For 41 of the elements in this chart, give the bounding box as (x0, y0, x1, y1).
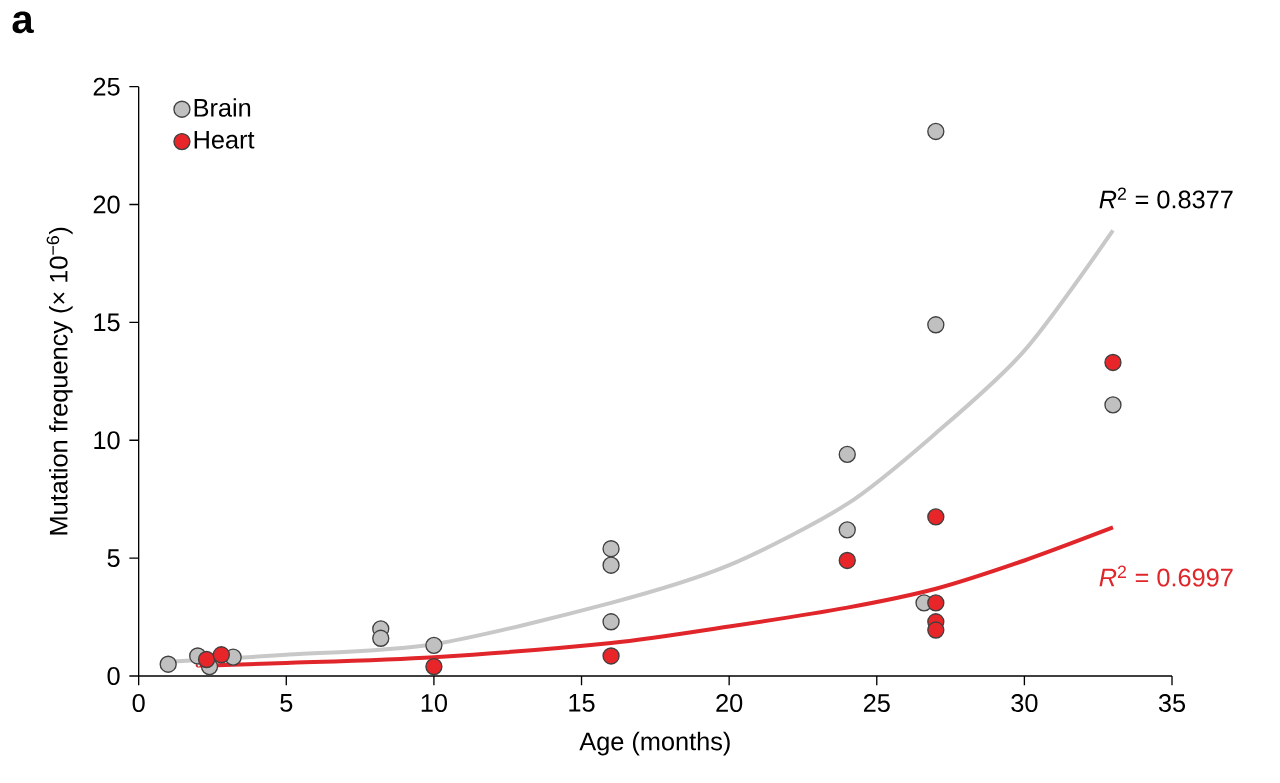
point (838, 551, 856, 570)
point (1104, 396, 1122, 414)
legend-label: Brain (194, 98, 251, 117)
x-tick-label: 35 (1158, 694, 1186, 713)
point (197, 650, 216, 669)
point (372, 629, 390, 648)
x-tick-label: 15 (569, 694, 595, 712)
y-tick-label: 15 (94, 313, 120, 332)
x-tick-label: 20 (716, 694, 743, 713)
point (927, 508, 945, 526)
x-tick-label: 30 (1011, 694, 1038, 713)
chart-title: a (12, 11, 34, 34)
point (602, 647, 620, 665)
point (927, 621, 945, 639)
point (1104, 353, 1122, 372)
point (838, 521, 856, 539)
y-axis-title: Mutation frequency (× 10$^{−6}$) (46, 227, 73, 535)
x-tick-label: 0 (132, 694, 145, 713)
point (927, 594, 945, 612)
legend-label: Heart (194, 131, 255, 149)
point (602, 613, 620, 631)
x-tick-label: 25 (863, 694, 890, 713)
x-axis-title: Age (months) (579, 731, 730, 756)
y-tick-label: 0 (107, 667, 120, 686)
point (212, 646, 231, 664)
point (159, 655, 177, 674)
x-tick-label: 5 (280, 694, 293, 712)
point (602, 556, 620, 575)
y-tick-label: 10 (94, 431, 120, 450)
point (927, 316, 945, 334)
annotation: R$^{2}$ = 0.8377 (1099, 187, 1233, 209)
point (602, 540, 620, 558)
annotation: R$^{2}$ = 0.6997 (1099, 565, 1233, 587)
point (927, 122, 945, 141)
y-tick-label: 5 (107, 549, 120, 568)
point (838, 445, 856, 464)
point (425, 636, 443, 655)
y-tick-label: 25 (93, 77, 120, 96)
y-tick-label: 20 (93, 195, 120, 214)
point (425, 658, 443, 676)
x-tick-label: 10 (421, 694, 447, 713)
